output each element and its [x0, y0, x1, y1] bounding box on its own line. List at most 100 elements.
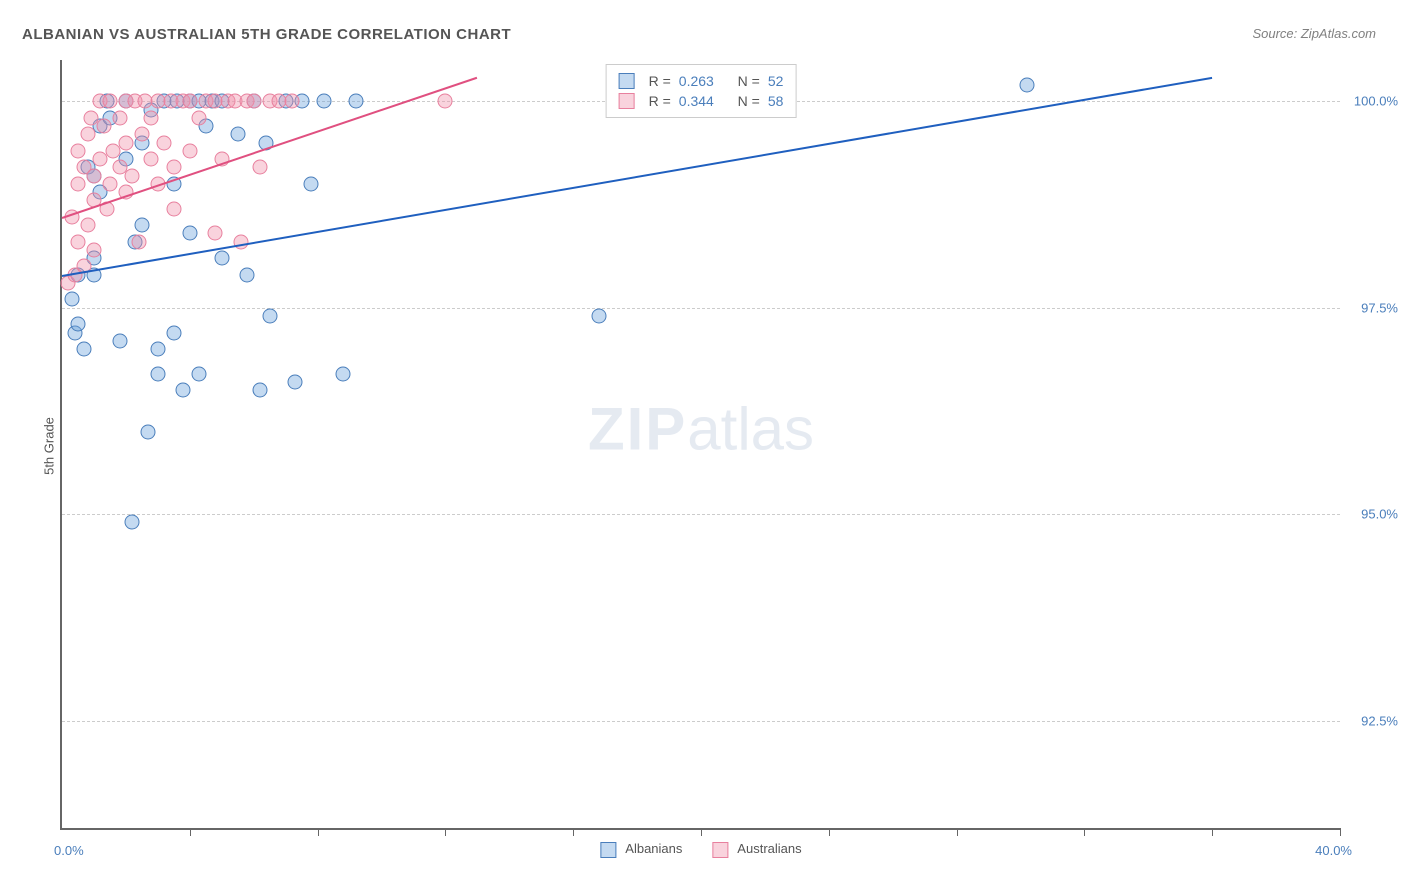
r-value-albanians: 0.263: [679, 73, 714, 89]
scatter-point: [1019, 77, 1034, 92]
x-tick: [573, 828, 574, 836]
scatter-point: [288, 375, 303, 390]
legend-label: Albanians: [625, 841, 682, 856]
scatter-point: [80, 127, 95, 142]
chart-container: ALBANIAN VS AUSTRALIAN 5TH GRADE CORRELA…: [0, 0, 1406, 892]
y-tick-label: 92.5%: [1348, 713, 1398, 728]
legend-item-albanians: Albanians: [600, 841, 682, 858]
legend-row-albanians: R = 0.263 N = 52: [619, 71, 784, 91]
scatter-point: [102, 176, 117, 191]
scatter-point: [118, 135, 133, 150]
scatter-point: [86, 168, 101, 183]
scatter-point: [70, 234, 85, 249]
scatter-point: [591, 309, 606, 324]
scatter-point: [253, 160, 268, 175]
r-prefix: R =: [649, 93, 671, 109]
plot-area: ZIPatlas R = 0.263 N = 52 R = 0.344 N = …: [60, 60, 1340, 830]
x-tick: [1212, 828, 1213, 836]
legend-item-australians: Australians: [712, 841, 801, 858]
scatter-point: [259, 135, 274, 150]
scatter-point: [192, 366, 207, 381]
scatter-point: [214, 251, 229, 266]
scatter-point: [150, 342, 165, 357]
scatter-point: [304, 176, 319, 191]
swatch-australians-icon: [619, 93, 635, 109]
scatter-point: [336, 366, 351, 381]
scatter-point: [246, 94, 261, 109]
x-tick: [445, 828, 446, 836]
x-tick: [701, 828, 702, 836]
scatter-point: [166, 201, 181, 216]
n-prefix: N =: [738, 93, 760, 109]
scatter-point: [240, 267, 255, 282]
scatter-point: [134, 127, 149, 142]
scatter-point: [150, 366, 165, 381]
scatter-point: [99, 201, 114, 216]
scatter-point: [438, 94, 453, 109]
scatter-point: [96, 119, 111, 134]
gridline-h: [62, 308, 1340, 309]
legend-label: Australians: [737, 841, 801, 856]
scatter-point: [70, 176, 85, 191]
scatter-point: [102, 94, 117, 109]
x-tick: [957, 828, 958, 836]
scatter-point: [166, 176, 181, 191]
scatter-point: [262, 309, 277, 324]
watermark-light: atlas: [687, 395, 814, 462]
scatter-point: [70, 143, 85, 158]
scatter-point: [192, 110, 207, 125]
scatter-point: [208, 226, 223, 241]
x-tick: [190, 828, 191, 836]
scatter-point: [157, 135, 172, 150]
scatter-point: [70, 317, 85, 332]
y-tick-label: 97.5%: [1348, 300, 1398, 315]
scatter-point: [233, 234, 248, 249]
gridline-h: [62, 514, 1340, 515]
legend-series: Albanians Australians: [600, 841, 801, 858]
scatter-point: [112, 333, 127, 348]
watermark: ZIPatlas: [588, 394, 814, 463]
swatch-albanians-icon: [619, 73, 635, 89]
scatter-point: [176, 383, 191, 398]
scatter-point: [182, 94, 197, 109]
x-axis-min-label: 0.0%: [54, 843, 84, 858]
scatter-point: [77, 259, 92, 274]
scatter-point: [166, 325, 181, 340]
r-value-australians: 0.344: [679, 93, 714, 109]
y-tick-label: 100.0%: [1348, 94, 1398, 109]
scatter-point: [125, 515, 140, 530]
n-prefix: N =: [738, 73, 760, 89]
scatter-point: [112, 110, 127, 125]
scatter-point: [64, 209, 79, 224]
watermark-bold: ZIP: [588, 395, 687, 462]
legend-correlation: R = 0.263 N = 52 R = 0.344 N = 58: [606, 64, 797, 118]
x-tick: [1084, 828, 1085, 836]
scatter-point: [64, 292, 79, 307]
y-tick-label: 95.0%: [1348, 507, 1398, 522]
x-tick: [1340, 828, 1341, 836]
scatter-point: [150, 176, 165, 191]
scatter-point: [134, 218, 149, 233]
x-axis-max-label: 40.0%: [1315, 843, 1352, 858]
scatter-point: [77, 342, 92, 357]
n-value-albanians: 52: [768, 73, 784, 89]
legend-row-australians: R = 0.344 N = 58: [619, 91, 784, 111]
scatter-point: [118, 185, 133, 200]
scatter-point: [230, 127, 245, 142]
scatter-point: [182, 226, 197, 241]
swatch-albanians-icon: [600, 842, 616, 858]
scatter-point: [253, 383, 268, 398]
gridline-h: [62, 721, 1340, 722]
y-axis-label: 5th Grade: [41, 417, 56, 475]
scatter-point: [182, 143, 197, 158]
scatter-point: [285, 94, 300, 109]
scatter-point: [144, 152, 159, 167]
scatter-point: [131, 234, 146, 249]
chart-title: ALBANIAN VS AUSTRALIAN 5TH GRADE CORRELA…: [22, 26, 511, 43]
scatter-point: [80, 218, 95, 233]
scatter-point: [316, 94, 331, 109]
r-prefix: R =: [649, 73, 671, 89]
scatter-point: [141, 424, 156, 439]
x-tick: [829, 828, 830, 836]
scatter-point: [166, 160, 181, 175]
